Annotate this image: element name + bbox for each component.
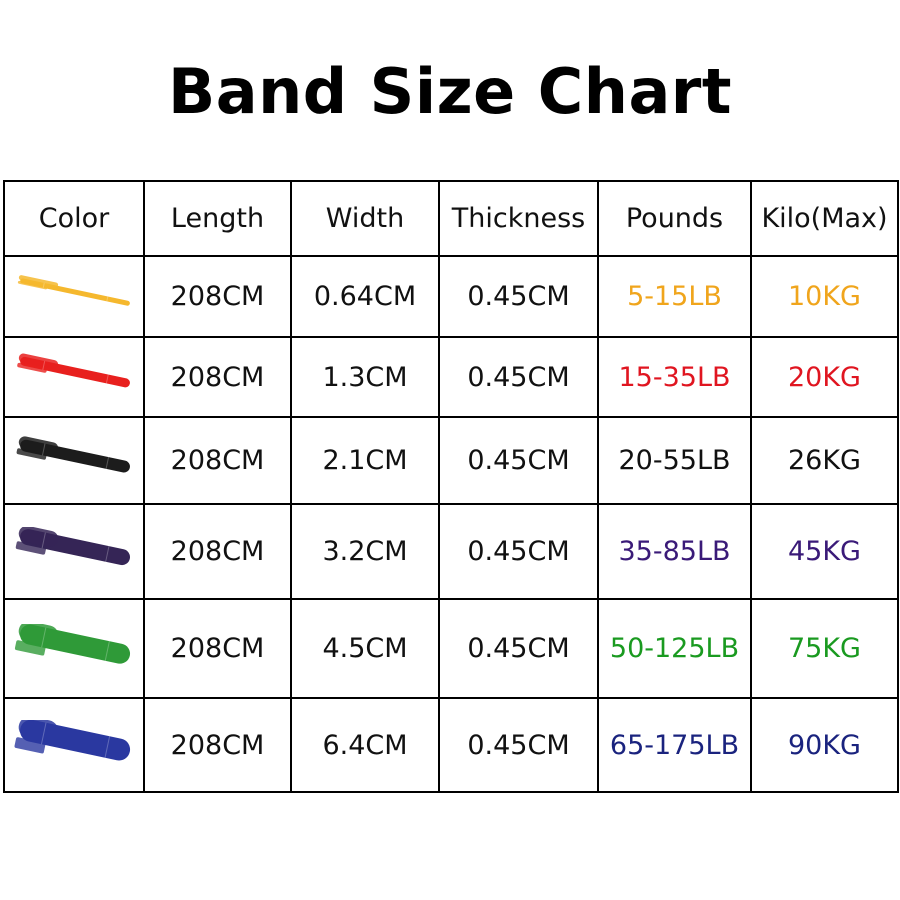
pounds-cell: 50-125LB xyxy=(597,598,752,699)
width-cell: 0.64CM xyxy=(290,255,440,338)
pounds-cell: 65-175LB xyxy=(597,697,752,793)
resistance-band-image xyxy=(17,274,130,306)
header-color: Color xyxy=(3,180,145,257)
thickness-cell: 0.45CM xyxy=(438,598,599,699)
resistance-band-image xyxy=(14,623,130,664)
length-cell: 208CM xyxy=(143,503,292,600)
thickness-cell: 0.45CM xyxy=(438,503,599,600)
kilo-cell: 20KG xyxy=(750,336,899,418)
kilo-cell: 10KG xyxy=(750,255,899,338)
kilo-cell: 26KG xyxy=(750,416,899,505)
header-kilo: Kilo(Max) xyxy=(750,180,899,257)
length-cell: 208CM xyxy=(143,697,292,793)
band-color-cell xyxy=(3,255,145,338)
width-cell: 1.3CM xyxy=(290,336,440,418)
band-color-cell xyxy=(3,336,145,418)
length-cell: 208CM xyxy=(143,598,292,699)
band-color-cell xyxy=(3,416,145,505)
table-row: 208CM 6.4CM 0.45CM 65-175LB 90KG xyxy=(3,697,899,793)
header-length: Length xyxy=(143,180,292,257)
header-width: Width xyxy=(290,180,440,257)
pounds-cell: 5-15LB xyxy=(597,255,752,338)
band-color-cell xyxy=(3,697,145,793)
pounds-cell: 20-55LB xyxy=(597,416,752,505)
header-thickness: Thickness xyxy=(438,180,599,257)
width-cell: 3.2CM xyxy=(290,503,440,600)
pounds-cell: 15-35LB xyxy=(597,336,752,418)
resistance-band-image xyxy=(14,720,130,761)
kilo-cell: 90KG xyxy=(750,697,899,793)
header-row: Color Length Width Thickness Pounds Kilo… xyxy=(3,180,899,257)
width-cell: 6.4CM xyxy=(290,697,440,793)
length-cell: 208CM xyxy=(143,336,292,418)
kilo-cell: 75KG xyxy=(750,598,899,699)
kilo-cell: 45KG xyxy=(750,503,899,600)
size-chart-table: Color Length Width Thickness Pounds Kilo… xyxy=(3,180,899,793)
resistance-band-image xyxy=(15,526,130,565)
table-row: 208CM 2.1CM 0.45CM 20-55LB 26KG xyxy=(3,416,899,505)
thickness-cell: 0.45CM xyxy=(438,336,599,418)
table-row: 208CM 3.2CM 0.45CM 35-85LB 45KG xyxy=(3,503,899,600)
length-cell: 208CM xyxy=(143,255,292,338)
table-row: 208CM 0.64CM 0.45CM 5-15LB 10KG xyxy=(3,255,899,338)
thickness-cell: 0.45CM xyxy=(438,255,599,338)
resistance-band-image xyxy=(16,435,130,473)
pounds-cell: 35-85LB xyxy=(597,503,752,600)
table-row: 208CM 4.5CM 0.45CM 50-125LB 75KG xyxy=(3,598,899,699)
resistance-band-image xyxy=(16,353,130,388)
thickness-cell: 0.45CM xyxy=(438,416,599,505)
page-title: Band Size Chart xyxy=(167,55,733,128)
band-color-cell xyxy=(3,598,145,699)
width-cell: 2.1CM xyxy=(290,416,440,505)
band-color-cell xyxy=(3,503,145,600)
header-pounds: Pounds xyxy=(597,180,752,257)
width-cell: 4.5CM xyxy=(290,598,440,699)
table-row: 208CM 1.3CM 0.45CM 15-35LB 20KG xyxy=(3,336,899,418)
thickness-cell: 0.45CM xyxy=(438,697,599,793)
length-cell: 208CM xyxy=(143,416,292,505)
